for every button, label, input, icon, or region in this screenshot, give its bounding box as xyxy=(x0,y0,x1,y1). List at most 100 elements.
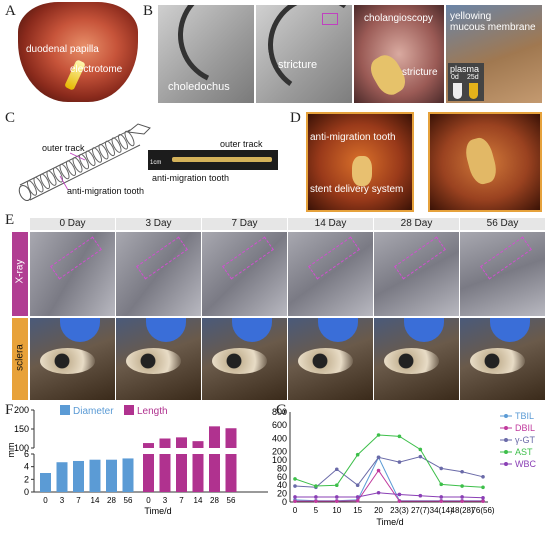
xray-timepoint xyxy=(460,232,545,316)
endoscopy-image-d2 xyxy=(428,112,542,212)
g-series-point xyxy=(439,499,444,503)
g-series-point xyxy=(314,499,318,503)
stent-coil-ring xyxy=(111,137,122,153)
f-tick-label: 100 xyxy=(14,443,29,453)
g-legend-label: WBC xyxy=(515,459,536,469)
panel-letter-c: C xyxy=(5,110,16,126)
g-legend-label: γ-GT xyxy=(515,435,535,445)
g-legend-marker xyxy=(504,462,508,466)
panel-letter-e: E xyxy=(5,212,15,228)
g-x-tick-label: 5 xyxy=(314,506,319,515)
panel-letter-b: B xyxy=(143,3,154,19)
xray-timepoint xyxy=(288,232,373,316)
f-x-tick-label: 14 xyxy=(194,496,203,505)
stent-photo: 1cm xyxy=(148,150,278,170)
sclera-timepoint xyxy=(374,318,459,400)
g-series-point xyxy=(355,498,360,503)
g-tick-label: 600 xyxy=(272,420,287,430)
eye xyxy=(298,348,353,374)
endoscopy-image-a: duodenal papilla electrotome xyxy=(18,2,138,102)
label-tube-0d: 0d xyxy=(451,74,459,81)
g-tick-label: 200 xyxy=(272,446,287,456)
inset-box xyxy=(322,13,338,25)
f-bar-diameter xyxy=(122,458,134,492)
g-series-point xyxy=(355,452,360,457)
f-legend-diameter: Diameter xyxy=(73,406,114,417)
label-electrotome: electrotome xyxy=(70,64,123,75)
day-header: 7 Day xyxy=(202,218,287,230)
leader-outer-track xyxy=(69,152,86,161)
g-series-point xyxy=(439,495,444,499)
f-x-tick-label: 3 xyxy=(163,496,168,505)
label-cholangioscopy: cholangioscopy xyxy=(364,13,433,24)
cholangioscopy-image: cholangioscopy stricture xyxy=(354,5,444,103)
label-anti-migration-tooth-photo: anti-migration tooth xyxy=(152,173,230,183)
g-series-point xyxy=(439,482,444,487)
f-x-tick-label: 3 xyxy=(60,496,65,505)
g-series-line xyxy=(294,434,484,488)
g-tick-label: 0 xyxy=(282,497,287,507)
g-series-point xyxy=(481,475,485,479)
g-series-point xyxy=(334,495,339,499)
g-series-point xyxy=(460,499,464,503)
sclera-timepoint xyxy=(460,318,545,400)
stent-coil-ring xyxy=(104,140,116,157)
f-bar-length-lower xyxy=(225,454,237,492)
g-series-line xyxy=(294,456,483,502)
f-ylabel: mm xyxy=(6,443,16,458)
stent-coil-ring xyxy=(72,157,83,173)
g-series-point xyxy=(418,454,423,459)
stent-coil-drawing xyxy=(18,123,151,201)
label-tooth-d: anti-migration tooth xyxy=(310,132,396,143)
stent-coil-ring xyxy=(65,160,77,176)
g-series-point xyxy=(334,467,339,472)
stent-coil-ring xyxy=(124,130,135,147)
g-series-point xyxy=(376,433,381,437)
g-x-tick-label: 10 xyxy=(332,506,341,515)
f-x-tick-label: 7 xyxy=(179,496,184,505)
row-label-xray: X-ray xyxy=(12,232,28,316)
f-x-tick-label: 28 xyxy=(210,496,219,505)
f-bar-length-upper xyxy=(176,437,187,448)
g-legend-marker xyxy=(504,438,508,442)
f-tick-label: 150 xyxy=(14,424,29,434)
panel-letter-d: D xyxy=(290,110,301,126)
g-tick-label: 60 xyxy=(277,472,287,482)
label-scale: 1cm xyxy=(150,160,162,166)
g-series-line xyxy=(295,492,484,499)
stent-in-duct xyxy=(352,156,372,186)
day-header: 0 Day xyxy=(30,218,115,230)
f-bar-length-lower xyxy=(176,454,187,492)
f-x-tick-label: 0 xyxy=(43,496,48,505)
g-series-point xyxy=(293,484,297,488)
f-bar-length-lower xyxy=(143,454,154,492)
g-series-point xyxy=(397,492,402,497)
stent-coil-ring xyxy=(59,163,70,180)
label-delivery-system: stent delivery system xyxy=(310,184,404,195)
tube-0d xyxy=(453,83,462,99)
eye xyxy=(126,348,181,374)
g-x-tick-label: 76(56) xyxy=(471,506,494,515)
g-tick-label: 800 xyxy=(272,407,287,417)
xray-timepoint xyxy=(374,232,459,316)
xray-timepoint xyxy=(30,232,115,316)
g-tick-label: 40 xyxy=(277,480,287,490)
stent-coil-ring xyxy=(52,167,64,183)
sclera-timepoint xyxy=(288,318,373,400)
g-x-tick-label: 23(3) xyxy=(390,506,409,515)
f-bar-length-lower xyxy=(192,454,204,492)
f-x-tick-label: 14 xyxy=(91,496,100,505)
f-x-tick-label: 56 xyxy=(227,496,236,505)
endoscopy-image-d1: anti-migration tooth stent delivery syst… xyxy=(306,112,414,212)
g-series-point xyxy=(418,493,423,498)
panel-letter-a: A xyxy=(5,3,16,19)
sclera-timepoint xyxy=(30,318,115,400)
stent-photo-body xyxy=(172,157,272,162)
g-series-line xyxy=(294,456,484,488)
f-bar-length-lower xyxy=(159,454,171,492)
g-x-tick-label: 20 xyxy=(374,506,383,515)
f-x-tick-label: 0 xyxy=(146,496,151,505)
row-label-sclera: sclera xyxy=(12,318,28,400)
